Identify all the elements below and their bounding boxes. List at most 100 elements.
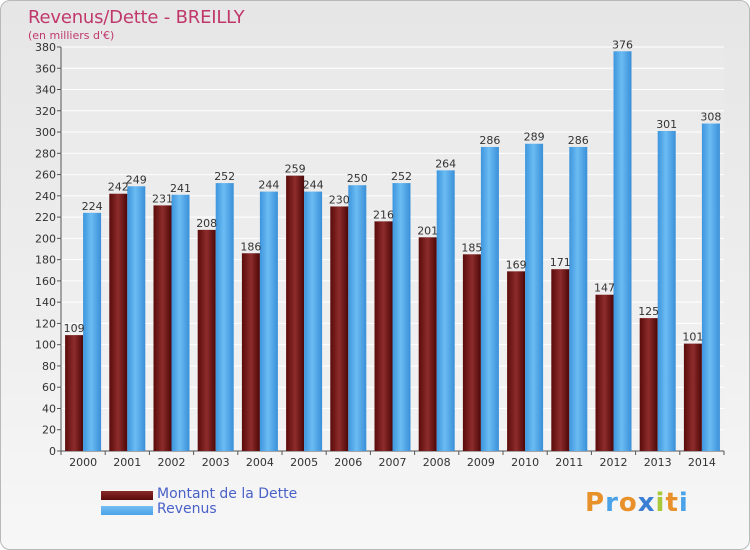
chart-title: Revenus/Dette - BREILLY <box>28 7 245 28</box>
bar-revenus-2002 <box>171 194 190 452</box>
data-label-revenus-2004: 244 <box>258 179 279 192</box>
logo-letter: P <box>585 488 606 518</box>
logo-letter: o <box>618 488 638 518</box>
data-label-revenus-2010: 289 <box>524 131 545 144</box>
bar-dette-2004 <box>241 253 260 451</box>
bar-revenus-2005 <box>304 191 323 451</box>
chart-subtitle: (en milliers d'€) <box>28 29 115 42</box>
bar-dette-2011 <box>551 269 570 451</box>
logo-letter: i <box>678 488 689 518</box>
data-label-revenus-2002: 241 <box>170 182 191 195</box>
x-tick-label: 2003 <box>202 456 230 469</box>
y-tick-label: 80 <box>42 360 56 373</box>
y-tick-label: 200 <box>35 232 56 245</box>
x-tick-label: 2000 <box>69 456 97 469</box>
y-tick-label: 240 <box>35 190 56 203</box>
bar-revenus-2011 <box>569 146 588 452</box>
bar-dette-2013 <box>639 318 658 451</box>
bar-dette-2001 <box>109 193 128 451</box>
bar-dette-2007 <box>374 221 393 451</box>
bar-revenus-2013 <box>657 130 676 451</box>
bar-revenus-2012 <box>613 51 632 452</box>
logo-letter: x <box>637 488 656 518</box>
bar-dette-2009 <box>462 254 481 451</box>
bar-revenus-2014 <box>701 123 720 452</box>
data-label-dette-2000: 109 <box>64 322 85 335</box>
y-tick-label: 300 <box>35 126 56 139</box>
x-tick-label: 2012 <box>600 456 628 469</box>
data-label-dette-2014: 101 <box>682 331 703 344</box>
data-label-dette-2011: 171 <box>550 256 571 269</box>
legend-label-revenus: Revenus <box>157 501 217 517</box>
bar-dette-2003 <box>197 229 216 451</box>
y-tick-label: 180 <box>35 254 56 267</box>
data-label-dette-2007: 216 <box>373 208 394 221</box>
y-tick-label: 320 <box>35 105 56 118</box>
y-tick-label: 20 <box>42 424 56 437</box>
x-tick-label: 2001 <box>113 456 141 469</box>
bar-revenus-2008 <box>436 170 455 452</box>
bar-dette-2005 <box>286 175 305 452</box>
data-label-dette-2008: 201 <box>417 224 438 237</box>
y-tick-label: 260 <box>35 169 56 182</box>
data-label-dette-2013: 125 <box>638 305 659 318</box>
proxiti-logo: Proxiti <box>585 488 689 518</box>
bar-revenus-2010 <box>525 143 544 451</box>
logo-letter: t <box>665 488 679 518</box>
y-tick-label: 380 <box>35 41 56 54</box>
data-label-revenus-2003: 252 <box>214 170 235 183</box>
data-label-revenus-2009: 286 <box>479 134 500 147</box>
bar-dette-2014 <box>683 343 702 451</box>
y-tick-label: 220 <box>35 211 56 224</box>
y-tick-label: 40 <box>42 402 56 415</box>
bar-dette-2010 <box>507 271 526 451</box>
data-label-revenus-2014: 308 <box>700 111 721 124</box>
data-label-dette-2010: 169 <box>506 258 527 271</box>
bar-dette-2000 <box>65 335 84 451</box>
data-label-revenus-2008: 264 <box>435 157 456 170</box>
bar-revenus-2009 <box>480 146 499 452</box>
data-label-dette-2003: 208 <box>196 217 217 230</box>
y-tick-label: 120 <box>35 317 56 330</box>
bar-revenus-2007 <box>392 183 411 451</box>
data-label-revenus-2001: 249 <box>126 173 147 186</box>
x-tick-label: 2004 <box>246 456 274 469</box>
data-label-revenus-2012: 376 <box>612 38 633 51</box>
legend-swatch-revenus <box>101 506 153 515</box>
bar-revenus-2006 <box>348 185 367 452</box>
x-tick-label: 2013 <box>644 456 672 469</box>
x-tick-label: 2006 <box>334 456 362 469</box>
y-tick-label: 360 <box>35 62 56 75</box>
data-label-dette-2005: 259 <box>285 163 306 176</box>
y-tick-label: 60 <box>42 381 56 394</box>
legend-swatch-dette <box>101 491 153 500</box>
data-label-revenus-2011: 286 <box>568 134 589 147</box>
y-tick-label: 100 <box>35 339 56 352</box>
data-label-revenus-2000: 224 <box>82 200 103 213</box>
logo-letter: r <box>605 488 619 518</box>
legend-label-dette: Montant de la Dette <box>157 486 298 502</box>
bar-dette-2002 <box>153 205 172 451</box>
x-tick-label: 2010 <box>511 456 539 469</box>
bar-dette-2006 <box>330 206 349 451</box>
bar-revenus-2003 <box>215 183 234 451</box>
x-tick-label: 2008 <box>423 456 451 469</box>
data-label-revenus-2005: 244 <box>303 179 324 192</box>
data-label-dette-2012: 147 <box>594 282 615 295</box>
x-tick-label: 2011 <box>555 456 583 469</box>
y-tick-label: 280 <box>35 147 56 160</box>
y-tick-label: 140 <box>35 296 56 309</box>
bar-revenus-2000 <box>83 212 102 451</box>
logo-letter: i <box>655 488 666 518</box>
bar-dette-2012 <box>595 294 614 451</box>
x-tick-label: 2005 <box>290 456 318 469</box>
data-label-revenus-2013: 301 <box>656 118 677 131</box>
x-tick-label: 2014 <box>688 456 716 469</box>
x-tick-label: 2009 <box>467 456 495 469</box>
data-label-dette-2001: 242 <box>108 181 129 194</box>
bar-dette-2008 <box>418 237 437 451</box>
x-tick-label: 2007 <box>379 456 407 469</box>
data-label-revenus-2006: 250 <box>347 172 368 185</box>
